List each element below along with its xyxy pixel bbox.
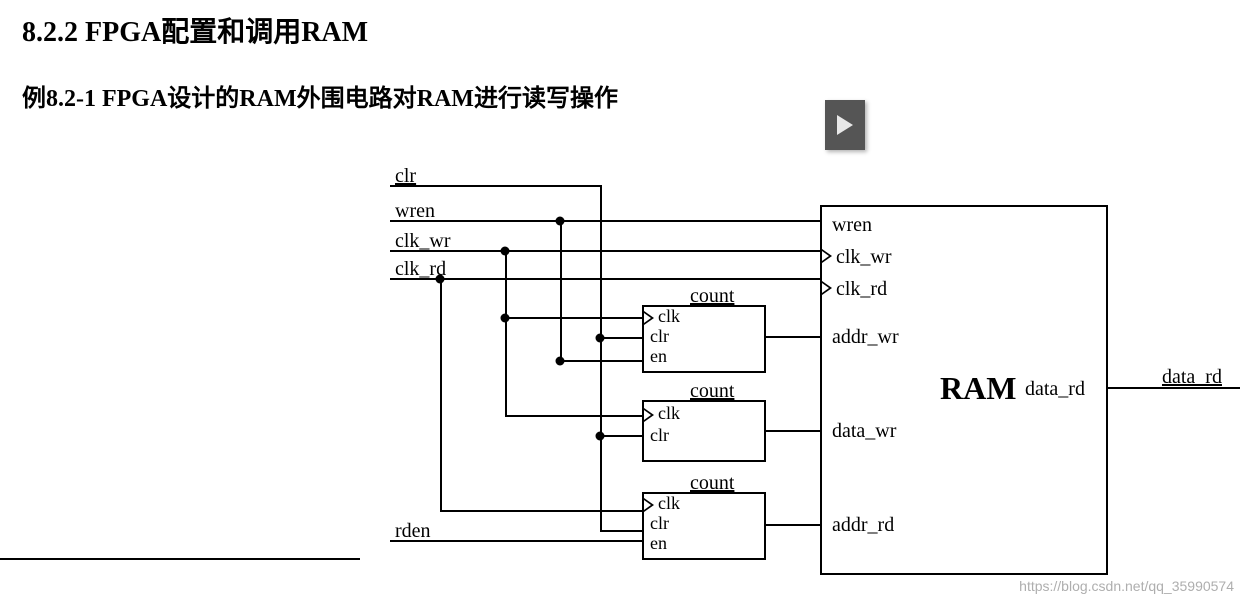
w-c2-clr: [600, 435, 644, 437]
ram-port-wren: wren: [832, 214, 872, 237]
wire-wren-h-left: [390, 220, 822, 222]
ram-port-datawr: data_wr: [832, 420, 896, 443]
ram-label: RAM: [940, 370, 1016, 407]
wire-clkrd-h: [390, 278, 822, 280]
w-c2-out: [766, 430, 822, 432]
count3-clk: clk: [658, 493, 680, 514]
bus-clkrd-v: [440, 278, 442, 512]
wire-clkwr-h: [390, 250, 822, 252]
w-c2-clk: [505, 415, 644, 417]
count1-clr: clr: [650, 326, 669, 347]
count1-clk: clk: [658, 306, 680, 327]
w-c1-en: [560, 360, 644, 362]
count1-en: en: [650, 346, 667, 367]
dot-c1-clk: [501, 314, 510, 323]
w-c1-clk: [505, 317, 644, 319]
count3-clk-mark: [644, 498, 654, 512]
clk-mark-ram-wr: [822, 249, 832, 263]
w-c1-out: [766, 336, 822, 338]
wire-rden-h: [390, 540, 644, 542]
ram-port-addrwr: addr_wr: [832, 326, 899, 349]
bus-clr-v: [600, 185, 602, 532]
dot-c2-clr: [596, 432, 605, 441]
section-title: 8.2.2 FPGA配置和调用RAM: [22, 10, 368, 50]
watermark-text: https://blog.csdn.net/qq_35990574: [1019, 578, 1234, 594]
wire-clr-h: [390, 185, 600, 187]
play-button[interactable]: [825, 100, 865, 150]
w-c3-out: [766, 524, 822, 526]
block-diagram: RAM wren clk_wr clk_rd addr_wr data_wr a…: [0, 170, 1244, 590]
ram-port-datard: data_rd: [1025, 378, 1085, 401]
ram-port-clkrd: clk_rd: [836, 278, 887, 301]
count2-clk: clk: [658, 403, 680, 424]
play-icon: [835, 113, 855, 137]
ram-port-addrrd: addr_rd: [832, 514, 894, 537]
w-c3-clk: [440, 510, 644, 512]
count3-en: en: [650, 533, 667, 554]
output-label-datard: data_rd: [1162, 366, 1222, 389]
count2-clr: clr: [650, 425, 669, 446]
count1-clk-mark: [644, 311, 654, 325]
example-title: 例8.2-1 FPGA设计的RAM外围电路对RAM进行读写操作: [22, 78, 618, 113]
count2-clk-mark: [644, 408, 654, 422]
count3-clr: clr: [650, 513, 669, 534]
dot-c1-en: [556, 357, 565, 366]
ram-port-clkwr: clk_wr: [836, 246, 892, 269]
w-c3-clr: [600, 530, 644, 532]
dot-c1-clr: [596, 334, 605, 343]
clk-mark-ram-rd: [822, 281, 832, 295]
w-c1-clr: [600, 337, 644, 339]
bus-wren-v: [560, 220, 562, 362]
bus-clkwr-v: [505, 250, 507, 417]
